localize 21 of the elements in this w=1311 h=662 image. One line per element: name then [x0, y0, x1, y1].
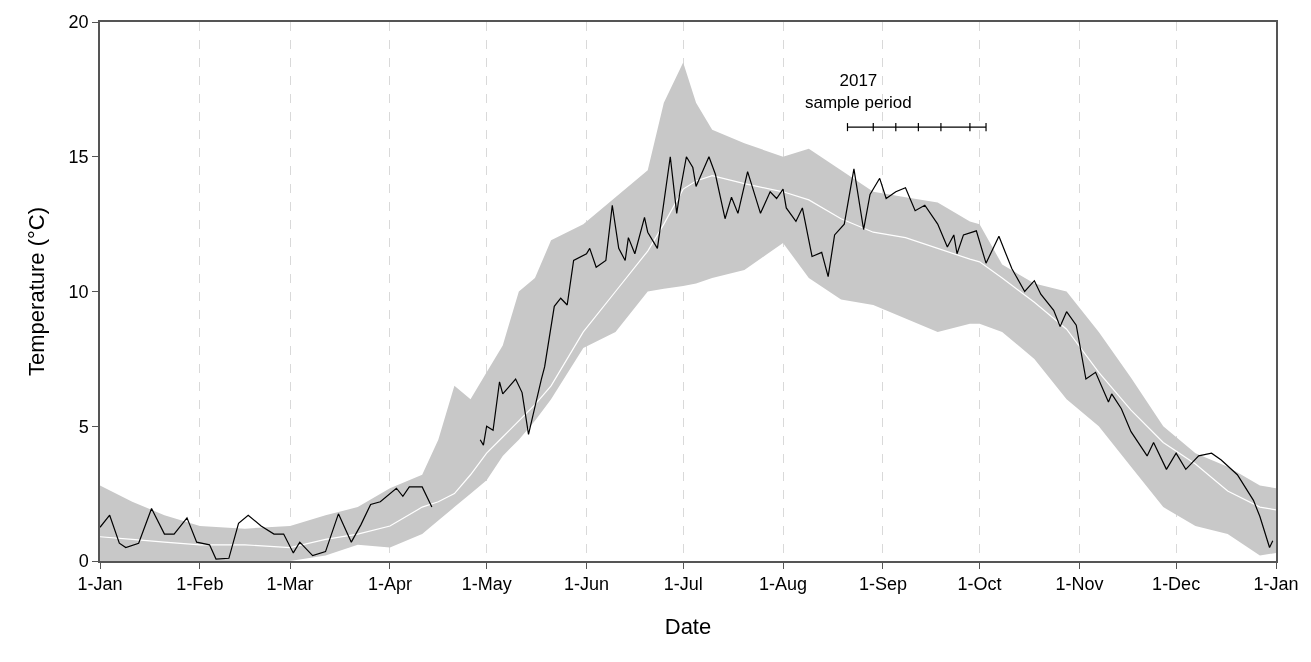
- x-tick-label: 1-Sep: [858, 574, 907, 595]
- y-tick-label: 5: [78, 416, 89, 437]
- x-tick-label: 1-Jan: [77, 574, 123, 595]
- x-tick-label: 1-May: [461, 574, 512, 595]
- x-tick-label: 1-Apr: [367, 574, 412, 595]
- y-tick-label: 10: [68, 281, 89, 302]
- annotation: 2017 sample period: [805, 71, 912, 113]
- y-tick-label: 0: [78, 551, 89, 572]
- x-tick-label: 1-Nov: [1055, 574, 1104, 595]
- x-tick-label: 1-Dec: [1152, 574, 1201, 595]
- x-tick-label: 1-Mar: [266, 574, 314, 595]
- x-tick-label: 1-Jan: [1253, 574, 1299, 595]
- x-tick-label: 1-Aug: [759, 574, 808, 595]
- x-tick-label: 1-Feb: [176, 574, 224, 595]
- y-tick-label: 20: [68, 12, 89, 33]
- x-tick-label: 1-Jun: [563, 574, 610, 595]
- x-axis-title: Date: [664, 613, 712, 639]
- x-tick-label: 1-Oct: [957, 574, 1002, 595]
- x-tick-label: 1-Jul: [663, 574, 703, 595]
- y-tick-label: 15: [68, 147, 89, 168]
- y-axis-title: Temperature (°C): [23, 207, 49, 376]
